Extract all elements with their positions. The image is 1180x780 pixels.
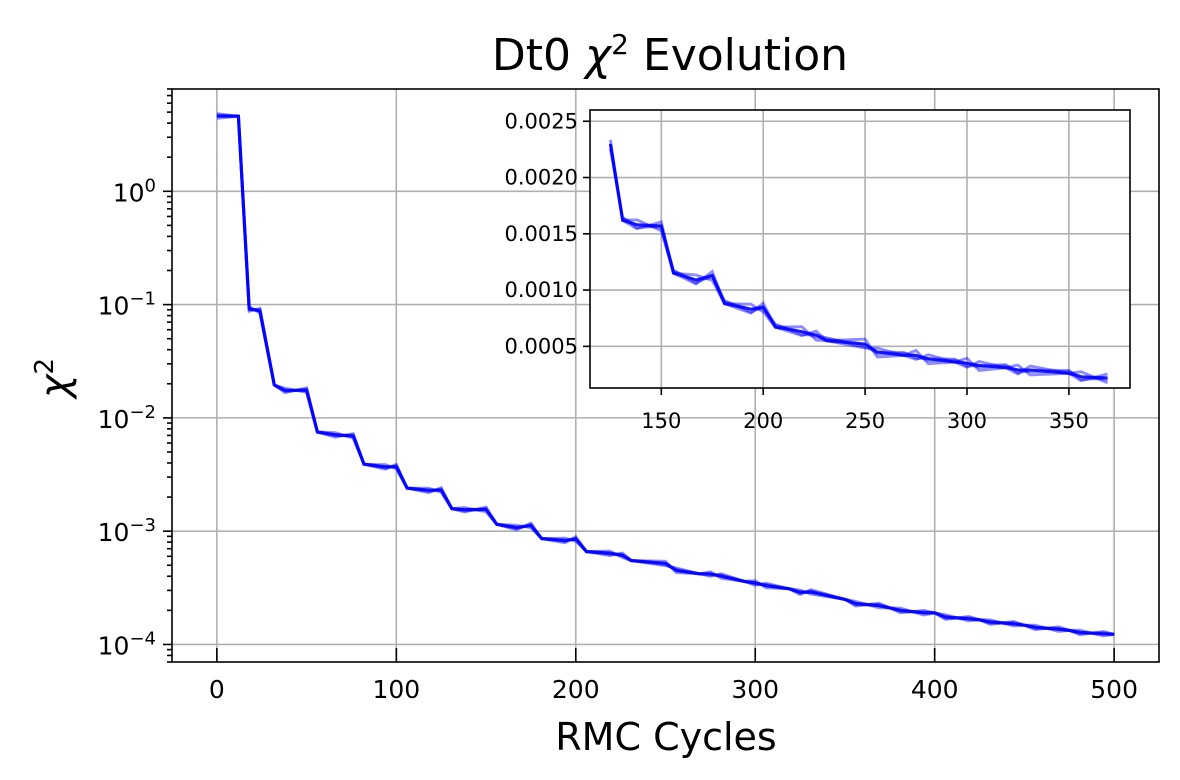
inset-series-line-trace <box>609 139 1108 383</box>
x-tick-label: 100 <box>372 675 420 704</box>
y-tick-label: 10−3 <box>98 515 156 548</box>
inset-frame <box>589 109 1131 389</box>
main-series <box>216 112 1115 638</box>
y-tick-label: 10−2 <box>98 401 156 434</box>
inset-background <box>590 110 1130 388</box>
inset-y-tick-label: 0.0005 <box>505 334 578 358</box>
chart-title: Dt0 χ2 Evolution <box>492 28 848 82</box>
inset-grid <box>590 110 1130 388</box>
inset-y-tick-label: 0.0020 <box>505 166 578 190</box>
inset-x-tick-label: 150 <box>641 409 681 433</box>
x-tick-label: 200 <box>552 675 600 704</box>
y-tick-label: 100 <box>113 175 156 208</box>
inset-series-line-trace <box>609 148 1109 385</box>
inset-plot: 150 200 250 300 350 0.0005 0.0010 0.0015 0.0020 0… <box>505 109 1131 433</box>
inset-ticks: 150 200 250 300 350 0.0005 0.0010 0.0015 0.0020 0… <box>505 109 1089 433</box>
x-axis-label: RMC Cycles <box>555 715 776 759</box>
inset-series-line <box>608 143 1108 380</box>
inset-x-tick-label: 250 <box>845 409 885 433</box>
y-axis-label: χ2 <box>30 358 78 400</box>
series-line <box>216 114 1115 636</box>
y-tick-label: 10−4 <box>98 628 156 661</box>
x-tick-label: 300 <box>731 675 779 704</box>
inset-y-tick-label: 0.0025 <box>505 109 578 133</box>
main-ticks: 0 100 200 300 400 500 10−4 10−3 10−2 10−1 100 <box>98 88 1138 704</box>
inset-x-tick-label: 350 <box>1049 409 1089 433</box>
inset-y-tick-label: 0.0015 <box>505 222 578 246</box>
x-tick-label: 400 <box>911 675 959 704</box>
inset-x-tick-label: 300 <box>947 409 987 433</box>
inset-x-tick-label: 200 <box>743 409 783 433</box>
inset-y-tick-label: 0.0010 <box>505 278 578 302</box>
x-tick-label: 500 <box>1090 675 1138 704</box>
inset-series <box>608 139 1109 385</box>
main-plot-frame <box>171 88 1160 663</box>
y-tick-label: 10−1 <box>98 288 156 321</box>
x-tick-label: 0 <box>209 675 225 704</box>
